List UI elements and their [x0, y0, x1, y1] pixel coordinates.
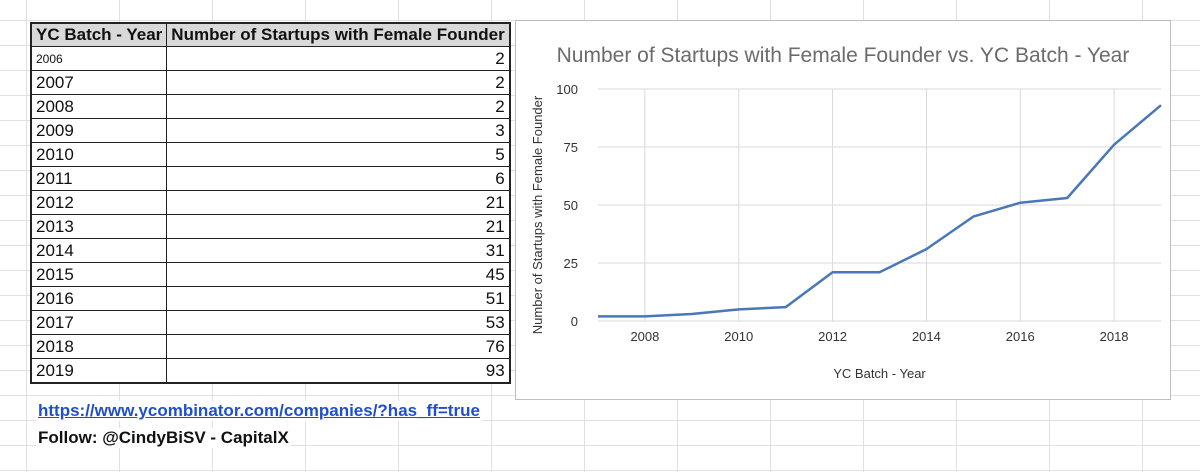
cell-count[interactable]: 21: [166, 190, 511, 215]
x-tick-label: 2008: [630, 329, 659, 344]
chart-container[interactable]: Number of Startups with Female Founder v…: [515, 20, 1171, 400]
table-row: 2019 93: [30, 358, 511, 384]
cell-year[interactable]: 2018: [30, 334, 168, 359]
cell-year[interactable]: 2006: [30, 46, 168, 71]
cell-count[interactable]: 31: [166, 238, 511, 263]
cell-year[interactable]: 2016: [30, 286, 168, 311]
line-chart: Number of Startups with Female Founder v…: [530, 44, 1162, 381]
y-tick-label: 0: [571, 314, 578, 329]
cell-year[interactable]: 2008: [30, 94, 168, 119]
cell-count[interactable]: 53: [166, 310, 511, 335]
cell-count[interactable]: 21: [166, 214, 511, 239]
x-tick-label: 2014: [912, 329, 941, 344]
table-row: 2011 6: [30, 166, 511, 191]
cell-count[interactable]: 3: [166, 118, 511, 143]
cell-year[interactable]: 2007: [30, 70, 168, 95]
series-line[interactable]: [598, 104, 1162, 318]
cell-count[interactable]: 76: [166, 334, 511, 359]
cell-year[interactable]: 2012: [30, 190, 168, 215]
table-row: 2008 2: [30, 94, 511, 119]
cell-year[interactable]: 2017: [30, 310, 168, 335]
table-row: 2010 5: [30, 142, 511, 167]
cell-year[interactable]: 2019: [30, 358, 168, 384]
y-tick-label: 100: [556, 82, 578, 97]
cell-count[interactable]: 51: [166, 286, 511, 311]
cell-year[interactable]: 2011: [30, 166, 168, 191]
table-header-row: YC Batch - Year Number of Startups with …: [30, 22, 511, 47]
table-row: 2018 76: [30, 334, 511, 359]
x-tick-label: 2010: [724, 329, 753, 344]
table-body: 2006 2 2007 2 2008 2 2009 3 2010 5 2011 6 2012 21 2013…: [30, 46, 511, 384]
table-row: 2015 45: [30, 262, 511, 287]
table-row: 2013 21: [30, 214, 511, 239]
table-row: 2012 21: [30, 190, 511, 215]
cell-count[interactable]: 45: [166, 262, 511, 287]
follow-text[interactable]: Follow: @CindyBiSV - CapitalX: [36, 428, 291, 448]
cell-count[interactable]: 2: [166, 94, 511, 119]
cell-year[interactable]: 2009: [30, 118, 168, 143]
cell-year[interactable]: 2013: [30, 214, 168, 239]
y-tick-label: 25: [564, 256, 578, 271]
header-count[interactable]: Number of Startups with Female Founder: [166, 22, 511, 47]
x-tick-label: 2012: [818, 329, 847, 344]
cell-year[interactable]: 2010: [30, 142, 168, 167]
y-axis-label: Number of Startups with Female Founder: [530, 95, 545, 334]
y-tick-label: 50: [564, 198, 578, 213]
x-tick-label: 2016: [1006, 329, 1035, 344]
cell-year[interactable]: 2015: [30, 262, 168, 287]
table-row: 2017 53: [30, 310, 511, 335]
chart-title[interactable]: Number of Startups with Female Founder v…: [557, 44, 1130, 67]
data-table: YC Batch - Year Number of Startups with …: [30, 22, 511, 384]
cell-count[interactable]: 5: [166, 142, 511, 167]
cell-count[interactable]: 2: [166, 46, 511, 71]
y-tick-label: 75: [564, 140, 578, 155]
table-row: 2014 31: [30, 238, 511, 263]
header-year[interactable]: YC Batch - Year: [30, 22, 168, 47]
x-axis-label: YC Batch - Year: [833, 366, 926, 381]
cell-year[interactable]: 2014: [30, 238, 168, 263]
x-tick-label: 2018: [1100, 329, 1129, 344]
cell-count[interactable]: 2: [166, 70, 511, 95]
table-row: 2016 51: [30, 286, 511, 311]
cell-count[interactable]: 6: [166, 166, 511, 191]
table-row: 2006 2: [30, 46, 511, 71]
table-row: 2007 2: [30, 70, 511, 95]
cell-count[interactable]: 93: [166, 358, 511, 384]
source-link[interactable]: https://www.ycombinator.com/companies/?h…: [36, 401, 482, 421]
table-row: 2009 3: [30, 118, 511, 143]
